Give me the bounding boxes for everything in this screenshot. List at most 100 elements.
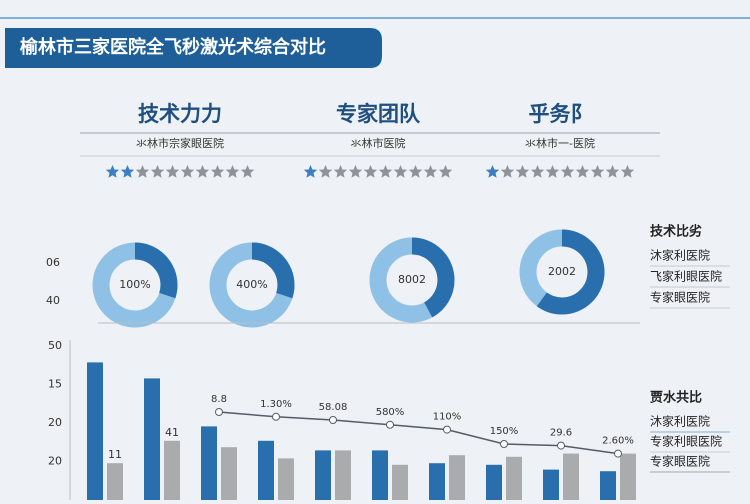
column-heading: 技术力力 <box>138 102 222 126</box>
star <box>225 165 240 178</box>
bar <box>506 456 522 500</box>
rating-stars <box>303 165 453 178</box>
bar <box>335 450 351 500</box>
bar-label: 41 <box>165 426 179 439</box>
y-label: 20 <box>48 455 62 468</box>
legend-item: 专家眼医院 <box>650 454 710 469</box>
legend-item: 专家眼医院 <box>650 290 710 305</box>
column-heading: 乎务阝 <box>529 102 592 126</box>
star <box>348 165 363 178</box>
star <box>485 165 500 178</box>
legend-title: 技术比劣 <box>650 224 702 240</box>
side-label: 06 <box>46 256 60 269</box>
star <box>393 165 408 178</box>
trend-point <box>500 440 508 448</box>
bar <box>392 464 408 500</box>
star <box>240 165 255 178</box>
donut-arc <box>209 242 295 328</box>
bar <box>87 362 103 500</box>
star <box>408 165 423 178</box>
y-label: 50 <box>48 339 62 352</box>
bar <box>429 463 445 500</box>
bar <box>164 440 180 500</box>
star <box>150 165 165 178</box>
star <box>210 165 225 178</box>
bar <box>600 471 616 500</box>
star <box>575 165 590 178</box>
column-heading: 专家团队 <box>336 102 421 126</box>
star <box>318 165 333 178</box>
column-subheading: 氺林市医院 <box>351 136 406 150</box>
donut-arc <box>519 229 605 315</box>
annotation: 150% <box>490 426 519 437</box>
trend-point <box>329 416 337 424</box>
star <box>423 165 438 178</box>
legend-item: 飞家利眼医院 <box>650 269 722 284</box>
star <box>180 165 195 178</box>
bar-label: 11 <box>108 448 122 461</box>
bar <box>620 453 636 500</box>
bar <box>372 450 388 500</box>
star <box>303 165 318 178</box>
star <box>105 165 120 178</box>
donut-label: 100% <box>119 278 150 291</box>
star <box>590 165 605 178</box>
annotation: 2.60% <box>602 436 634 447</box>
bar <box>201 426 217 500</box>
bar <box>486 464 502 500</box>
bar <box>144 378 160 500</box>
annotation: 1.30% <box>260 399 292 410</box>
trend-point <box>386 420 394 429</box>
annotation: 58.08 <box>319 402 348 413</box>
donut-label: 2002 <box>548 265 576 278</box>
bar <box>258 440 274 500</box>
bar <box>221 447 237 500</box>
rating-stars <box>485 165 635 178</box>
annotation: 580% <box>376 407 405 418</box>
side-label: 40 <box>46 294 60 307</box>
y-label: 20 <box>48 416 62 429</box>
star <box>515 165 530 178</box>
star <box>165 165 180 178</box>
trend-point <box>443 425 451 434</box>
donut-arc <box>92 242 178 328</box>
star <box>500 165 515 178</box>
star <box>120 165 135 178</box>
star <box>438 165 453 178</box>
legend-item: 沐家利医院 <box>650 414 710 429</box>
bar <box>543 469 559 500</box>
trend-point <box>614 449 622 458</box>
trend-point <box>215 408 223 416</box>
bar <box>278 458 294 500</box>
star <box>333 165 348 178</box>
annotation: 110% <box>433 412 462 423</box>
column-subheading: 氺林市一-医院 <box>525 136 595 150</box>
title: 榆林市三家医院全飞秒激光术综合对比 <box>20 36 326 58</box>
legend-title: 贾水共比 <box>650 390 702 406</box>
star <box>605 165 620 178</box>
donut-arc <box>369 237 455 323</box>
bar <box>449 455 465 500</box>
bar <box>315 450 331 500</box>
star <box>545 165 560 178</box>
bar <box>563 453 579 500</box>
star <box>378 165 393 178</box>
legend-item: 专家利眼医院 <box>650 434 722 449</box>
trend-line <box>218 411 619 455</box>
star <box>530 165 545 178</box>
legend-item: 沐家利医院 <box>650 248 710 263</box>
y-label: 15 <box>48 378 62 391</box>
annotation: 8.8 <box>211 394 227 405</box>
star <box>363 165 378 178</box>
donut-label: 8002 <box>398 273 426 286</box>
bar <box>107 463 123 500</box>
trend-point <box>272 412 280 421</box>
trend-point <box>557 441 565 450</box>
star <box>195 165 210 178</box>
title-banner <box>5 28 382 68</box>
star <box>560 165 575 178</box>
donut-label: 400% <box>236 278 267 291</box>
star <box>620 165 635 178</box>
annotation: 29.6 <box>550 428 572 439</box>
